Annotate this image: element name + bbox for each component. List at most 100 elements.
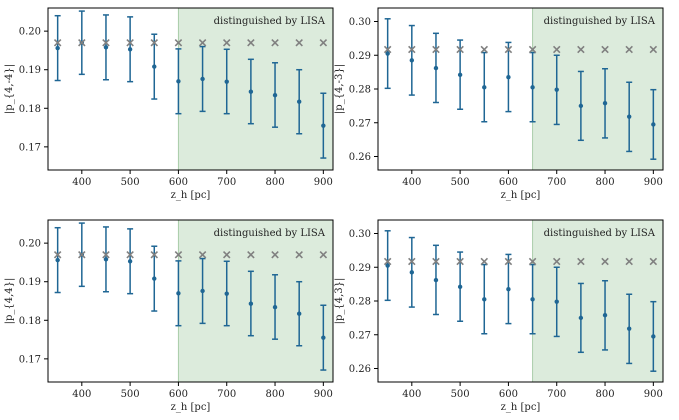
point-marker	[248, 301, 254, 306]
point-marker	[554, 299, 559, 304]
x-tick-label: 700	[217, 177, 236, 188]
data-point	[457, 39, 464, 110]
reference-marker-stroke	[174, 250, 183, 259]
shaded-region	[178, 220, 333, 382]
x-tick-label: 500	[451, 177, 470, 188]
reference-marker-stroke	[408, 257, 416, 266]
x-axis-label: z_h [pc]	[171, 190, 211, 201]
reference-marker	[271, 38, 279, 47]
point-marker	[272, 304, 278, 310]
y-axis-label: |p_{4,3}|	[334, 278, 345, 325]
data-point	[199, 257, 206, 325]
reference-marker	[150, 38, 159, 47]
reference-marker-stroke	[126, 250, 134, 259]
point-marker	[651, 334, 656, 339]
reference-marker-stroke	[126, 38, 134, 47]
point-marker	[176, 291, 181, 296]
reference-marker	[102, 38, 110, 47]
series-measured	[384, 230, 657, 372]
point-marker	[530, 85, 535, 90]
data-point	[247, 270, 254, 337]
reference-marker	[383, 257, 392, 266]
y-tick-label: 0.30	[349, 229, 371, 240]
reference-marker	[408, 45, 416, 54]
reference-marker	[319, 38, 328, 47]
point-marker	[554, 87, 559, 92]
series-reference	[383, 257, 658, 266]
data-point	[650, 88, 657, 160]
point-marker	[127, 47, 133, 52]
reference-marker	[78, 38, 86, 47]
x-tick-label: 900	[644, 177, 663, 188]
reference-marker-stroke	[78, 250, 86, 259]
point-marker	[457, 72, 463, 78]
reference-marker-stroke	[295, 38, 303, 47]
data-point	[505, 253, 512, 325]
data-point	[127, 16, 134, 83]
reference-marker	[625, 45, 633, 54]
y-tick-label: 0.29	[349, 263, 371, 274]
reference-marker	[577, 257, 585, 266]
reference-marker	[408, 257, 416, 266]
point-marker	[55, 257, 60, 263]
reference-marker-stroke	[271, 250, 279, 259]
reference-marker-stroke	[649, 257, 658, 266]
point-marker	[626, 326, 632, 331]
point-marker	[248, 89, 254, 94]
point-marker	[321, 335, 326, 340]
data-point	[151, 245, 158, 312]
reference-marker-stroke	[150, 38, 159, 47]
data-point	[553, 266, 560, 338]
reference-marker-stroke	[247, 38, 255, 47]
y-tick-label: 0.27	[349, 330, 371, 341]
point-marker	[506, 286, 511, 292]
reference-marker-stroke	[102, 250, 110, 259]
panel-bottom-right: distinguished by LISA 400 500 600 700 800 900 0…	[334, 219, 664, 413]
data-point	[553, 54, 560, 126]
reference-marker-stroke	[222, 38, 231, 47]
reference-marker	[432, 257, 440, 266]
y-tick-label: 0.19	[19, 277, 41, 288]
region-label: distinguished by LISA	[544, 16, 656, 27]
reference-marker-stroke	[552, 45, 561, 54]
shaded-region	[532, 220, 663, 382]
reference-marker	[198, 250, 207, 259]
data-point	[384, 18, 391, 90]
y-axis-label: |p_{4,-3}|	[334, 64, 345, 114]
x-tick-label: 700	[217, 389, 236, 400]
point-marker	[224, 79, 229, 84]
data-point	[602, 280, 609, 351]
axes-frame	[47, 7, 334, 171]
x-tick-label: 500	[121, 177, 140, 188]
reference-marker	[78, 250, 86, 259]
y-tick-label: 0.20	[19, 239, 41, 250]
x-tick-label: 800	[265, 389, 284, 400]
series-reference	[383, 45, 658, 54]
y-tick-label: 0.19	[19, 65, 41, 76]
data-point	[175, 260, 182, 327]
data-point	[102, 14, 109, 81]
y-tick-label: 0.27	[349, 118, 371, 129]
x-tick-label: 600	[499, 177, 518, 188]
point-marker	[224, 291, 229, 296]
reference-marker	[649, 45, 658, 54]
panel-top-left: distinguished by LISA 400 500 600 700 800 900 0…	[4, 7, 334, 201]
data-point	[223, 260, 230, 327]
reference-marker	[295, 38, 303, 47]
reference-marker	[53, 38, 62, 47]
y-tick-label: 0.28	[349, 297, 371, 308]
reference-marker	[174, 250, 183, 259]
data-point	[320, 304, 327, 371]
reference-marker-stroke	[174, 38, 183, 47]
point-marker	[457, 284, 463, 290]
reference-marker	[295, 250, 303, 259]
point-marker	[296, 311, 302, 316]
reference-marker-stroke	[456, 45, 464, 54]
point-marker	[152, 276, 157, 281]
x-axis-label: z_h [pc]	[501, 190, 541, 201]
y-tick-label: 0.30	[349, 17, 371, 28]
data-point	[408, 236, 415, 308]
shaded-region	[532, 8, 663, 170]
reference-marker-stroke	[649, 45, 658, 54]
